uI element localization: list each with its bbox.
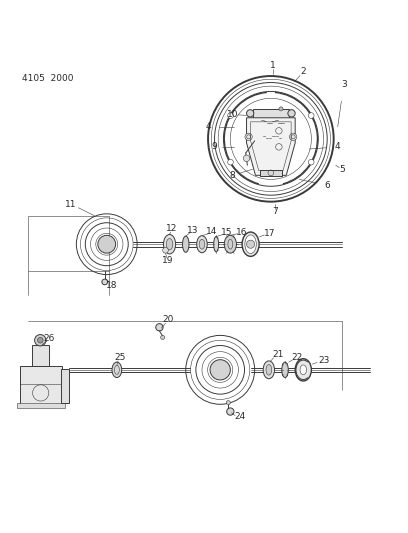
Text: 9: 9 <box>211 142 217 151</box>
Bar <box>20 366 62 404</box>
Text: 18: 18 <box>106 281 118 290</box>
Text: 3: 3 <box>341 79 347 88</box>
Ellipse shape <box>245 235 256 254</box>
Circle shape <box>226 401 231 405</box>
Text: 24: 24 <box>235 412 246 421</box>
Text: 21: 21 <box>272 350 284 359</box>
Bar <box>253 109 289 118</box>
Text: 5: 5 <box>339 165 345 174</box>
Ellipse shape <box>112 362 122 377</box>
Ellipse shape <box>164 235 175 254</box>
Text: 10: 10 <box>226 110 238 119</box>
Circle shape <box>35 335 46 346</box>
Bar <box>28 216 109 271</box>
Ellipse shape <box>224 235 236 253</box>
Circle shape <box>228 159 233 165</box>
Text: 13: 13 <box>186 225 198 235</box>
Circle shape <box>163 247 169 253</box>
Text: 14: 14 <box>206 227 218 236</box>
Circle shape <box>228 112 233 118</box>
Circle shape <box>161 335 165 340</box>
Text: 4: 4 <box>205 122 211 131</box>
Circle shape <box>102 279 108 285</box>
Ellipse shape <box>197 236 207 253</box>
Circle shape <box>243 155 250 161</box>
Ellipse shape <box>266 365 272 375</box>
Text: 2: 2 <box>300 68 306 77</box>
Ellipse shape <box>263 361 275 379</box>
Text: 17: 17 <box>264 229 276 238</box>
Text: 12: 12 <box>166 224 177 233</box>
Ellipse shape <box>166 239 173 250</box>
Ellipse shape <box>282 362 288 377</box>
Circle shape <box>156 324 163 331</box>
Circle shape <box>98 235 115 253</box>
Text: 1: 1 <box>270 61 276 70</box>
Ellipse shape <box>214 237 219 252</box>
Text: 23: 23 <box>319 357 330 366</box>
Circle shape <box>246 240 255 248</box>
Text: 22: 22 <box>292 353 303 362</box>
Bar <box>61 369 69 403</box>
Circle shape <box>245 133 252 141</box>
Text: 8: 8 <box>229 171 235 180</box>
Circle shape <box>262 130 280 148</box>
Polygon shape <box>246 118 295 175</box>
Circle shape <box>227 408 234 415</box>
Ellipse shape <box>295 359 311 381</box>
Text: 6: 6 <box>325 181 330 190</box>
Circle shape <box>290 133 297 141</box>
Text: 15: 15 <box>221 228 232 237</box>
Circle shape <box>288 110 295 117</box>
Bar <box>259 169 282 176</box>
Text: 19: 19 <box>162 256 173 265</box>
Text: 26: 26 <box>44 334 55 343</box>
Text: 7: 7 <box>272 207 278 216</box>
Bar <box>17 402 64 408</box>
Ellipse shape <box>199 239 205 249</box>
Ellipse shape <box>242 232 259 256</box>
Ellipse shape <box>182 236 189 252</box>
Ellipse shape <box>300 365 306 375</box>
Circle shape <box>279 107 283 111</box>
Circle shape <box>308 112 314 118</box>
Text: 4105  2000: 4105 2000 <box>22 74 73 83</box>
Text: 11: 11 <box>64 200 76 209</box>
Circle shape <box>38 337 43 343</box>
Text: 20: 20 <box>163 316 174 325</box>
Circle shape <box>246 110 254 117</box>
Text: 4: 4 <box>335 142 341 151</box>
Bar <box>32 345 49 366</box>
Text: 16: 16 <box>236 228 247 237</box>
Text: 25: 25 <box>114 353 126 362</box>
Circle shape <box>210 360 231 380</box>
Circle shape <box>308 159 314 165</box>
